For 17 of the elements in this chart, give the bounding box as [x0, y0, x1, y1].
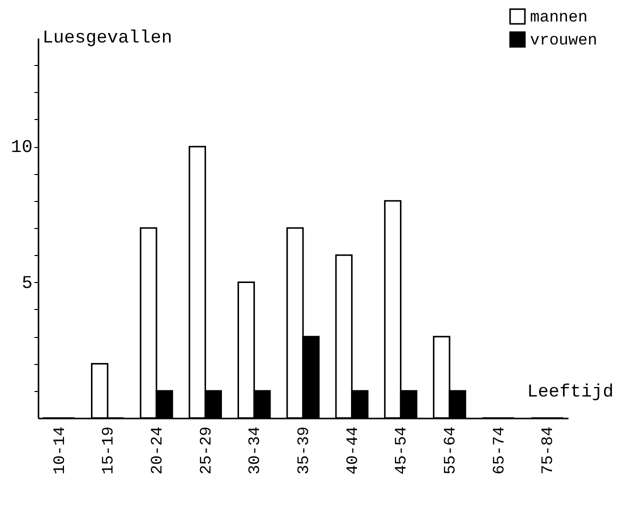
x-tick-label: 35-39 — [295, 426, 313, 475]
x-tick-label: 55-64 — [442, 426, 460, 475]
legend-label: mannen — [530, 8, 588, 26]
y-tick-label: 5 — [22, 274, 32, 294]
legend-label: vrouwen — [530, 32, 598, 50]
y-tick-label: 10 — [10, 138, 32, 158]
x-tick-label: 15-19 — [100, 426, 118, 475]
x-tick-label: 10-14 — [50, 426, 69, 475]
x-axis-title: Leeftijd — [527, 382, 614, 402]
x-tick-label: 30-34 — [246, 426, 264, 475]
x-tick-label: 65-74 — [490, 426, 508, 475]
x-tick-label: 25-29 — [197, 426, 216, 475]
x-tick-label: 20-24 — [148, 426, 166, 475]
x-tick-label: 75-84 — [539, 426, 558, 475]
y-axis-title: Luesgevallen — [42, 28, 172, 48]
x-tick-label: 40-44 — [344, 426, 362, 475]
x-tick-label: 45-54 — [392, 426, 411, 475]
